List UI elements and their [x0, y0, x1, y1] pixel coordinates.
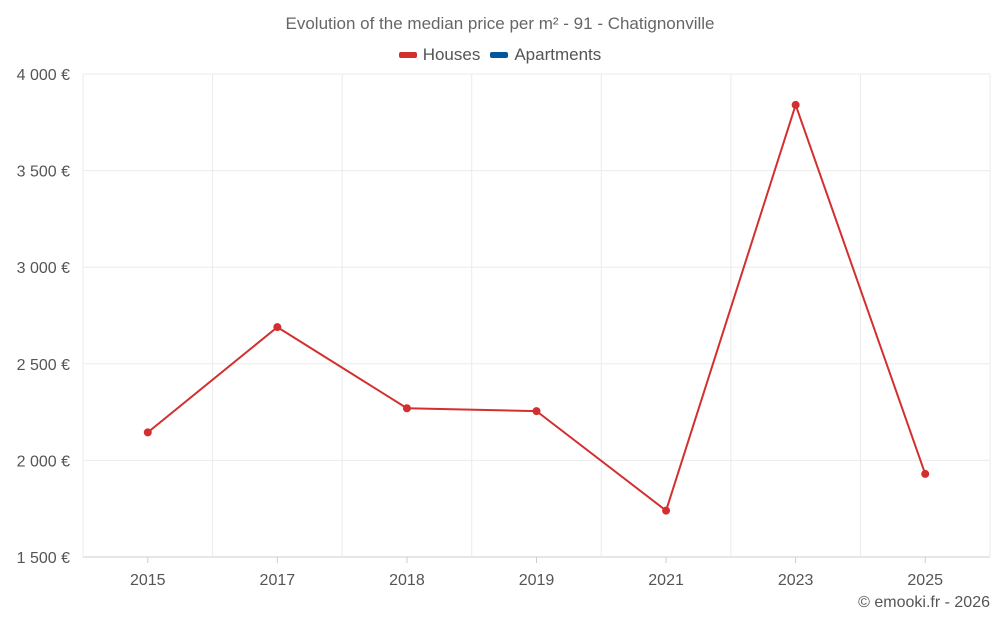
legend: Houses Apartments — [0, 45, 1000, 65]
legend-label-apartments: Apartments — [514, 45, 602, 64]
x-tick-label: 2025 — [907, 572, 943, 589]
legend-swatch-apartments — [490, 52, 509, 58]
y-tick-label: 2 000 € — [17, 453, 70, 470]
chart-title: Evolution of the median price per m² - 9… — [285, 14, 715, 33]
data-point-houses-2018 — [402, 404, 411, 413]
series-line-houses — [147, 103, 927, 512]
data-point-houses-2025 — [921, 469, 930, 478]
y-tick-label: 2 500 € — [17, 357, 70, 374]
y-tick-label: 3 000 € — [17, 260, 70, 277]
x-tick-label: 2021 — [648, 572, 684, 589]
x-tick-label: 2023 — [778, 572, 814, 589]
data-point-houses-2019 — [532, 407, 541, 416]
data-point-houses-2021 — [662, 506, 671, 515]
y-tick-label: 4 000 € — [17, 67, 70, 84]
data-point-houses-2017 — [273, 323, 282, 332]
y-tick-label: 3 500 € — [17, 164, 70, 181]
data-point-houses-2023 — [791, 100, 800, 109]
x-tick-label: 2015 — [130, 572, 166, 589]
x-tick-label: 2019 — [519, 572, 555, 589]
legend-swatch-houses — [398, 52, 417, 58]
legend-item-apartments[interactable]: Apartments — [490, 45, 601, 65]
x-tick-label: 2017 — [260, 572, 296, 589]
legend-label-houses: Houses — [422, 45, 481, 64]
y-tick-label: 1 500 € — [17, 550, 70, 567]
data-point-houses-2015 — [143, 428, 152, 437]
credit-text: © emooki.fr - 2026 — [858, 594, 990, 611]
legend-item-houses[interactable]: Houses — [398, 45, 481, 65]
x-tick-label: 2018 — [389, 572, 425, 589]
